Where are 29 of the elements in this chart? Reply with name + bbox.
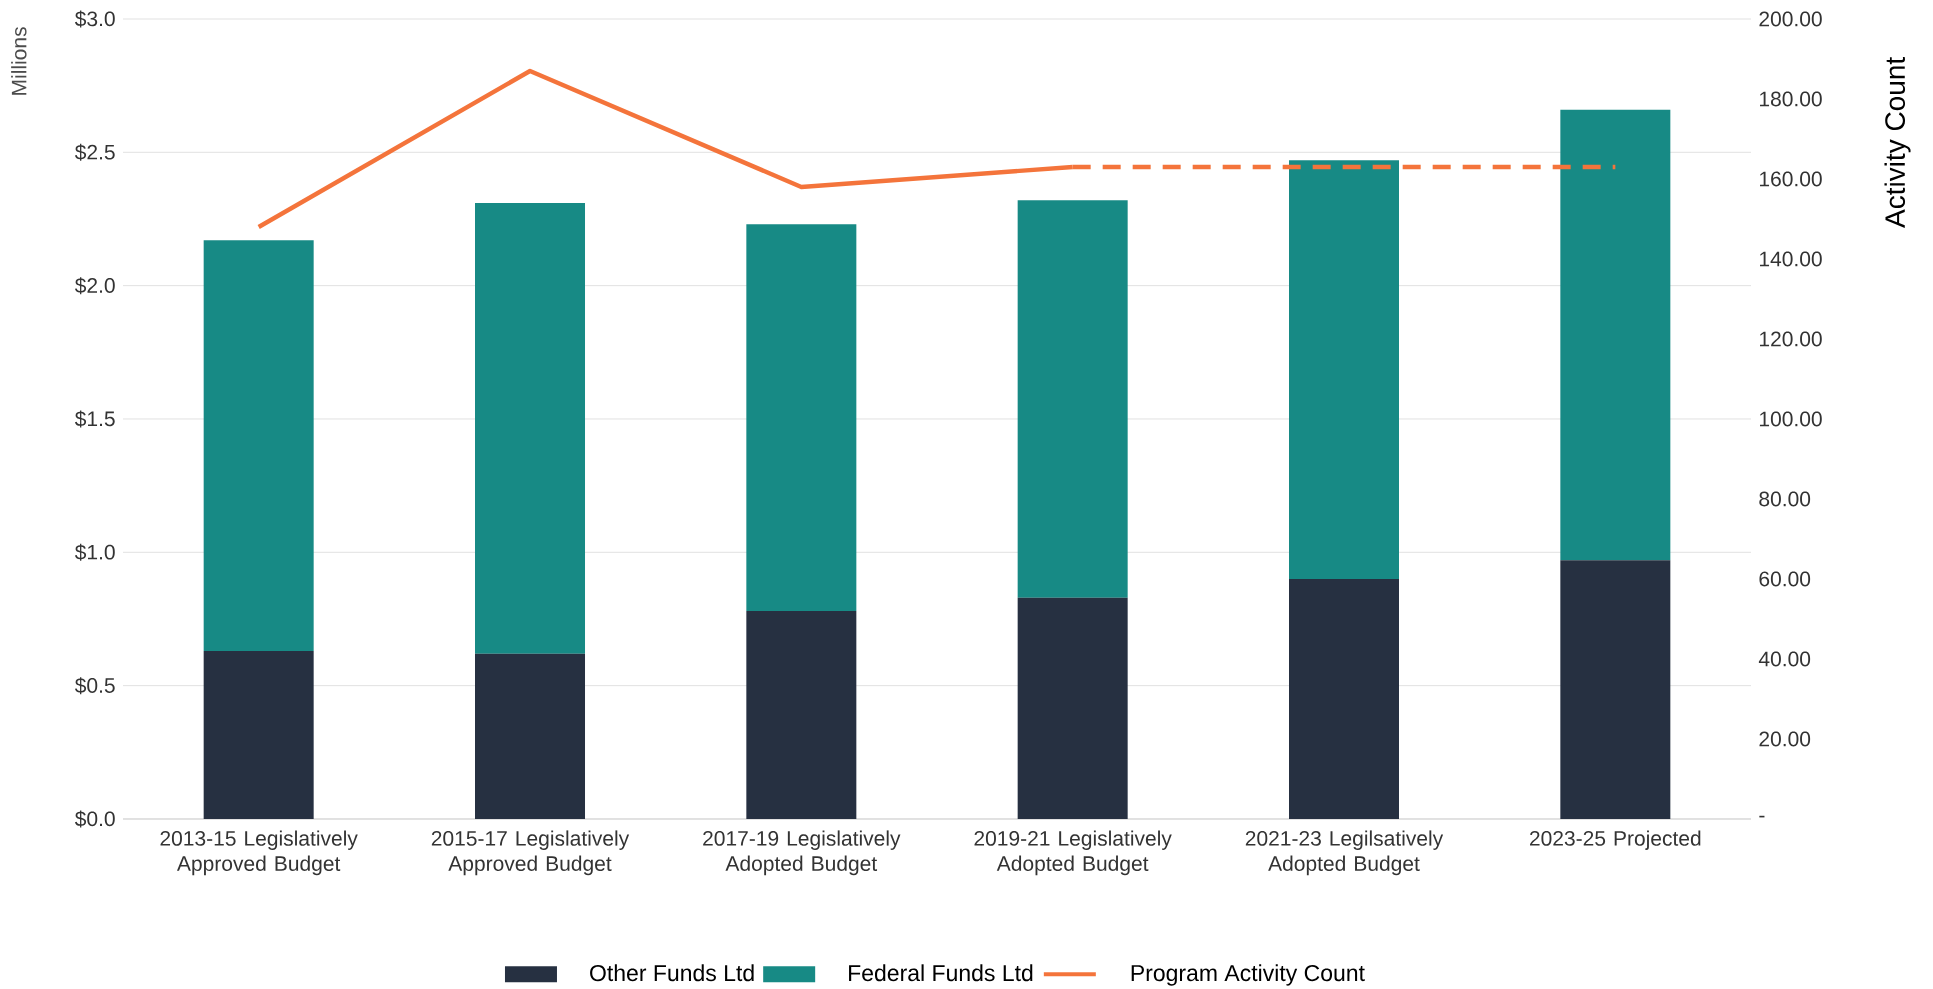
y-tick-label: $1.5 <box>74 410 115 428</box>
y2-tick-label: 40.00 <box>1758 651 1811 667</box>
y2-tick-label: 140.00 <box>1760 251 1822 267</box>
x-tick-label: 2015-17 Legislatively Approved Budget <box>431 830 630 876</box>
x-tick-label: 2021-23 Legilsatively Adopted Budget <box>1245 830 1444 876</box>
y2-tick-label: 60.00 <box>1759 571 1811 587</box>
y2-tick-label: 20.00 <box>1759 731 1811 747</box>
y-tick-label: $3.0 <box>74 10 115 28</box>
y2-tick-label: 180.00 <box>1760 91 1822 107</box>
x-tick-label: 2019-21 Legislatively Adopted Budget <box>974 830 1172 876</box>
x-tick-label: 2023-25 Projected <box>1530 830 1701 850</box>
legend-label: Program Activity Count <box>1131 964 1365 986</box>
y2-tick-label: 200.00 <box>1759 11 1822 27</box>
y2-tick-label: 120.00 <box>1760 331 1822 347</box>
y-tick-label: $2.0 <box>74 277 115 295</box>
legend-label: Other Funds Ltd <box>590 964 754 982</box>
y2-tick-label: - <box>1759 815 1765 818</box>
y2-axis-title: Activity Count <box>1884 57 1911 228</box>
legend-label: Federal Funds Ltd <box>849 964 1033 982</box>
y2-tick-label: 80.00 <box>1759 491 1811 507</box>
y2-tick-label: 160.00 <box>1760 171 1822 187</box>
x-tick-label: 2017-19 Legislatively Adopted Budget <box>703 830 901 876</box>
y-tick-label: $2.5 <box>74 143 115 161</box>
y-tick-label: $1.0 <box>74 543 115 561</box>
x-tick-label: 2013-15 Legislatively Approved Budget <box>160 830 358 876</box>
y-tick-label: $0.5 <box>74 677 115 695</box>
y-axis-title: Millions <box>11 27 27 95</box>
y2-tick-label: 100.00 <box>1760 411 1822 427</box>
y-tick-label: $0.0 <box>74 810 115 828</box>
